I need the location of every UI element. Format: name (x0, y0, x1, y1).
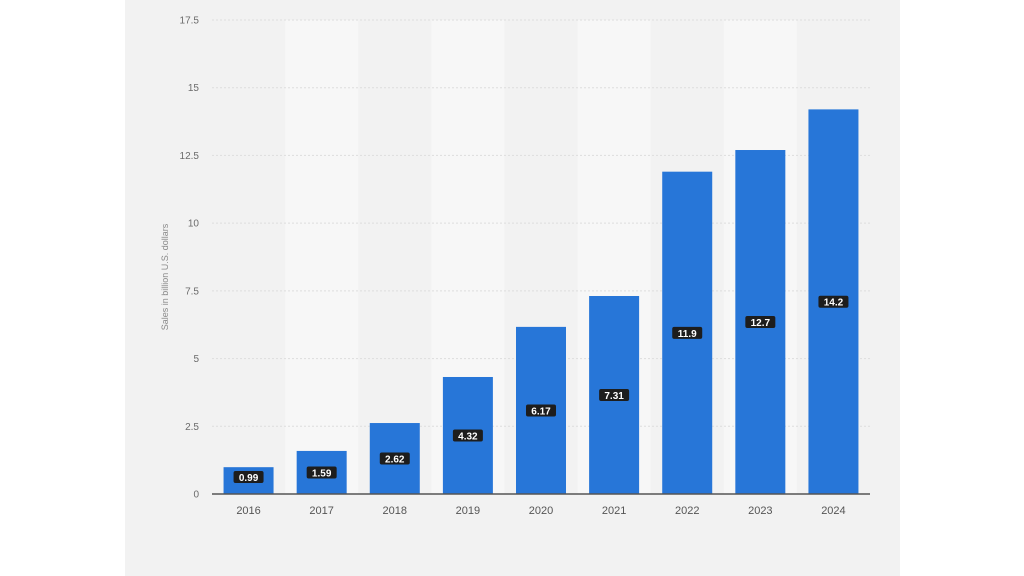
data-label: 7.31 (604, 391, 624, 402)
data-label: 11.9 (678, 329, 697, 340)
x-tick-label: 2017 (309, 505, 333, 517)
x-tick-label: 2021 (602, 505, 626, 517)
y-tick-label: 17.5 (180, 16, 200, 27)
y-tick-label: 5 (193, 354, 199, 365)
data-label-bg (599, 389, 630, 402)
data-label: 6.17 (531, 406, 551, 417)
data-label: 2.62 (385, 455, 405, 466)
y-tick-label: 7.5 (185, 286, 199, 297)
data-labels: 0.99 1.59 2.62 4.32 6.17 7.31 11.9 12.7 14.2 (233, 295, 849, 484)
data-label: 0.99 (239, 473, 259, 484)
x-tick-label: 2018 (383, 505, 407, 517)
y-tick-label: 12.5 (180, 151, 200, 162)
x-tick-label: 2023 (748, 505, 772, 517)
y-axis-label: Sales in billion U.S. dollars (160, 223, 170, 330)
y-tick-label: 2.5 (185, 422, 199, 433)
y-tick-label: 0 (193, 490, 199, 501)
x-tick-label: 2019 (456, 505, 480, 517)
x-tick-labels: 2016 2017 2018 2019 2020 2021 2022 2023 2024 (236, 505, 845, 517)
data-label: 1.59 (312, 468, 332, 479)
data-label-bg (306, 466, 337, 479)
data-label-bg (452, 429, 483, 442)
data-label-bg (526, 404, 556, 417)
y-tick-label: 10 (188, 219, 200, 230)
x-tick-label: 2022 (675, 505, 699, 517)
band-2017 (285, 20, 359, 494)
data-label-bg (745, 316, 776, 329)
data-label: 12.7 (751, 318, 771, 329)
data-label-bg (818, 295, 849, 308)
data-label: 4.32 (458, 431, 478, 442)
data-label-bg (672, 326, 703, 339)
data-label-bg (379, 452, 410, 465)
x-tick-label: 2016 (236, 505, 260, 517)
x-tick-label: 2020 (529, 505, 553, 517)
x-tick-label: 2024 (821, 505, 845, 517)
y-tick-label: 15 (188, 83, 200, 94)
data-label: 14.2 (824, 298, 844, 309)
y-tick-labels: 0 2.5 5 7.5 10 12.5 15 17.5 (180, 16, 200, 501)
data-label-bg (233, 471, 264, 483)
